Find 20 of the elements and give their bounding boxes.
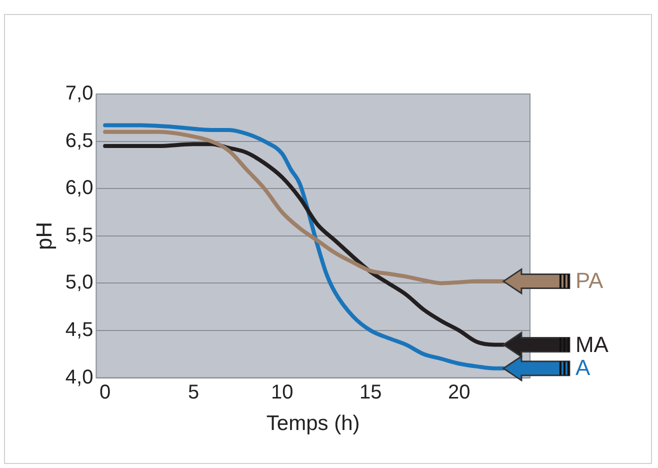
- x-axis-title: Temps (h): [266, 412, 360, 436]
- y-axis-title: pH: [31, 222, 56, 250]
- x-tick-label: 5: [188, 381, 200, 404]
- line-series: [103, 142, 506, 347]
- x-tick-label: 20: [448, 381, 470, 404]
- x-tick-label: 10: [270, 381, 294, 404]
- y-tick-label: 5,5: [65, 224, 94, 246]
- y-tick-label: 4,5: [65, 319, 94, 342]
- legend-label: PA: [575, 268, 604, 294]
- line-series: [103, 130, 506, 286]
- y-tick-label: 6,0: [65, 177, 94, 200]
- line-series: [103, 123, 506, 370]
- x-tick-label: 15: [360, 381, 382, 404]
- y-tick-label: 6,5: [65, 130, 94, 152]
- y-tick-label: 5,0: [65, 272, 94, 294]
- legend-label: MA: [575, 332, 608, 357]
- legend-label: A: [575, 355, 590, 380]
- x-tick-label: 0: [99, 381, 111, 404]
- y-tick-label: 7,0: [65, 82, 94, 105]
- y-tick-label: 4,0: [65, 366, 94, 388]
